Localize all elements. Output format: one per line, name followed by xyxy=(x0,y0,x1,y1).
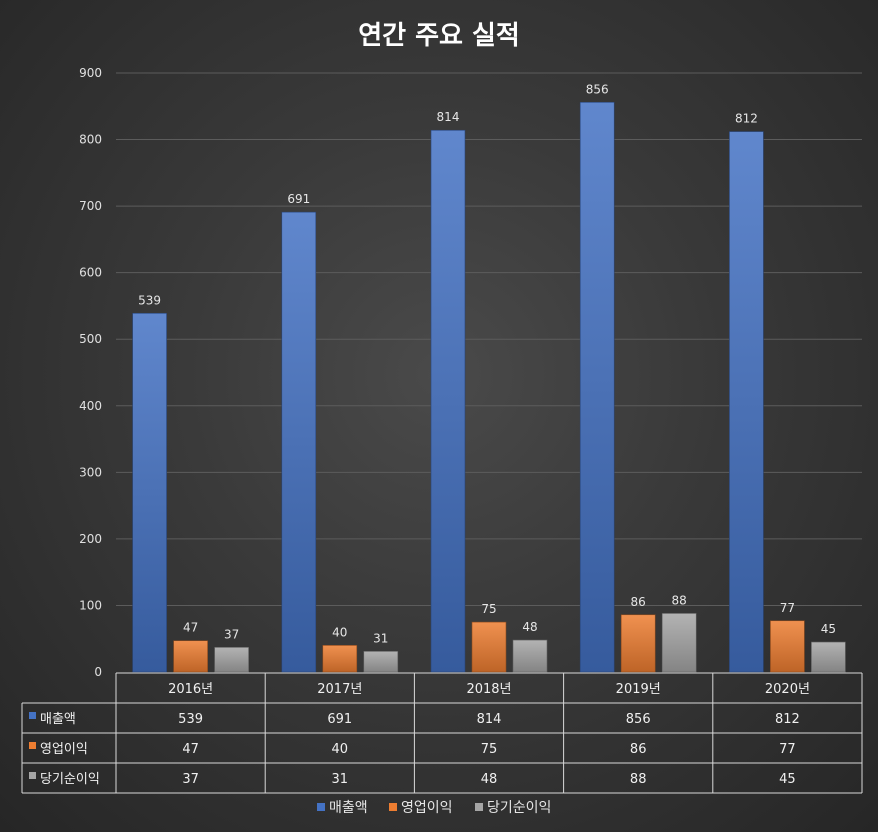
x-tick-label: 2017년 xyxy=(317,682,362,697)
bar-당기순이익-2018년 xyxy=(512,639,548,673)
data-label: 86 xyxy=(631,595,646,609)
data-label: 88 xyxy=(672,593,687,607)
y-axis: 0 100 200 300 400 500 600 700 800 900 xyxy=(79,66,102,679)
table-cell: 86 xyxy=(630,742,647,757)
table-series-name: 영업이익 xyxy=(40,742,88,757)
table-cell: 88 xyxy=(630,772,647,787)
data-label: 40 xyxy=(332,625,347,639)
x-tick-label: 2020년 xyxy=(765,682,810,697)
table-swatch xyxy=(29,742,36,749)
table-cell: 539 xyxy=(178,712,203,727)
legend-swatch xyxy=(389,803,397,811)
legend-item: 영업이익 xyxy=(401,800,453,816)
data-labels: 539 47 37 691 40 31 814 75 48 856 86 88 812 77 45 xyxy=(138,82,836,645)
data-label: 48 xyxy=(522,620,537,634)
table-cell: 75 xyxy=(481,742,498,757)
bar-영업이익-2018년 xyxy=(471,621,507,673)
x-tick-label: 2018년 xyxy=(466,682,511,697)
x-tick-label: 2019년 xyxy=(616,682,661,697)
data-label: 812 xyxy=(735,112,758,126)
table-cell: 814 xyxy=(477,712,502,727)
y-tick-label: 500 xyxy=(79,332,102,346)
table-series-name: 당기순이익 xyxy=(40,772,100,787)
table-cell: 812 xyxy=(775,712,800,727)
gridlines xyxy=(116,72,862,606)
bar-매출액-2017년 xyxy=(281,211,317,673)
table-cell: 691 xyxy=(327,712,352,727)
data-label: 691 xyxy=(287,192,310,206)
legend: 매출액 영업이익 당기순이익 xyxy=(317,800,551,816)
y-tick-label: 800 xyxy=(79,133,102,147)
data-label: 31 xyxy=(373,631,388,645)
data-label: 77 xyxy=(780,601,795,615)
bar-영업이익-2019년 xyxy=(620,614,656,673)
y-tick-label: 900 xyxy=(79,66,102,80)
bar-매출액-2019년 xyxy=(579,101,615,673)
data-label: 47 xyxy=(183,621,198,635)
y-tick-label: 0 xyxy=(94,665,102,679)
bar-영업이익-2016년 xyxy=(173,640,208,673)
bar-영업이익-2017년 xyxy=(322,645,358,673)
y-tick-label: 200 xyxy=(79,532,102,546)
table-cell: 47 xyxy=(182,742,199,757)
data-label: 75 xyxy=(481,602,496,616)
data-label: 814 xyxy=(437,110,460,124)
x-tick-label: 2016년 xyxy=(168,682,213,697)
data-label: 45 xyxy=(821,622,836,636)
table-swatch xyxy=(29,772,36,779)
data-label: 539 xyxy=(138,293,161,307)
bar-매출액-2016년 xyxy=(132,312,167,673)
legend-item: 당기순이익 xyxy=(487,800,551,816)
table-cell: 48 xyxy=(481,772,498,787)
table-series-name: 매출액 xyxy=(40,712,76,727)
table-cell: 77 xyxy=(779,742,796,757)
legend-swatch xyxy=(317,803,325,811)
y-tick-label: 600 xyxy=(79,266,102,280)
table-cell: 40 xyxy=(332,742,349,757)
legend-item: 매출액 xyxy=(329,800,368,816)
y-tick-label: 400 xyxy=(79,399,102,413)
bar-영업이익-2020년 xyxy=(770,620,805,673)
y-tick-label: 100 xyxy=(79,598,102,612)
bar-area xyxy=(132,101,846,673)
data-label: 37 xyxy=(224,627,239,641)
table-cell: 37 xyxy=(182,772,199,787)
bar-당기순이익-2019년 xyxy=(661,613,697,673)
y-tick-label: 700 xyxy=(79,199,102,213)
table-cell: 31 xyxy=(332,772,349,787)
table-cell: 856 xyxy=(626,712,651,727)
chart-title: 연간 주요 실적 xyxy=(358,21,520,51)
data-label: 856 xyxy=(586,82,609,96)
legend-swatch xyxy=(475,803,483,811)
bar-매출액-2020년 xyxy=(729,131,764,673)
bar-매출액-2018년 xyxy=(430,129,466,673)
bar-당기순이익-2016년 xyxy=(214,647,249,673)
bar-당기순이익-2020년 xyxy=(811,641,846,673)
table-swatch xyxy=(29,712,36,719)
y-tick-label: 300 xyxy=(79,465,102,479)
table-cell: 45 xyxy=(779,772,796,787)
bar-당기순이익-2017년 xyxy=(363,651,399,673)
